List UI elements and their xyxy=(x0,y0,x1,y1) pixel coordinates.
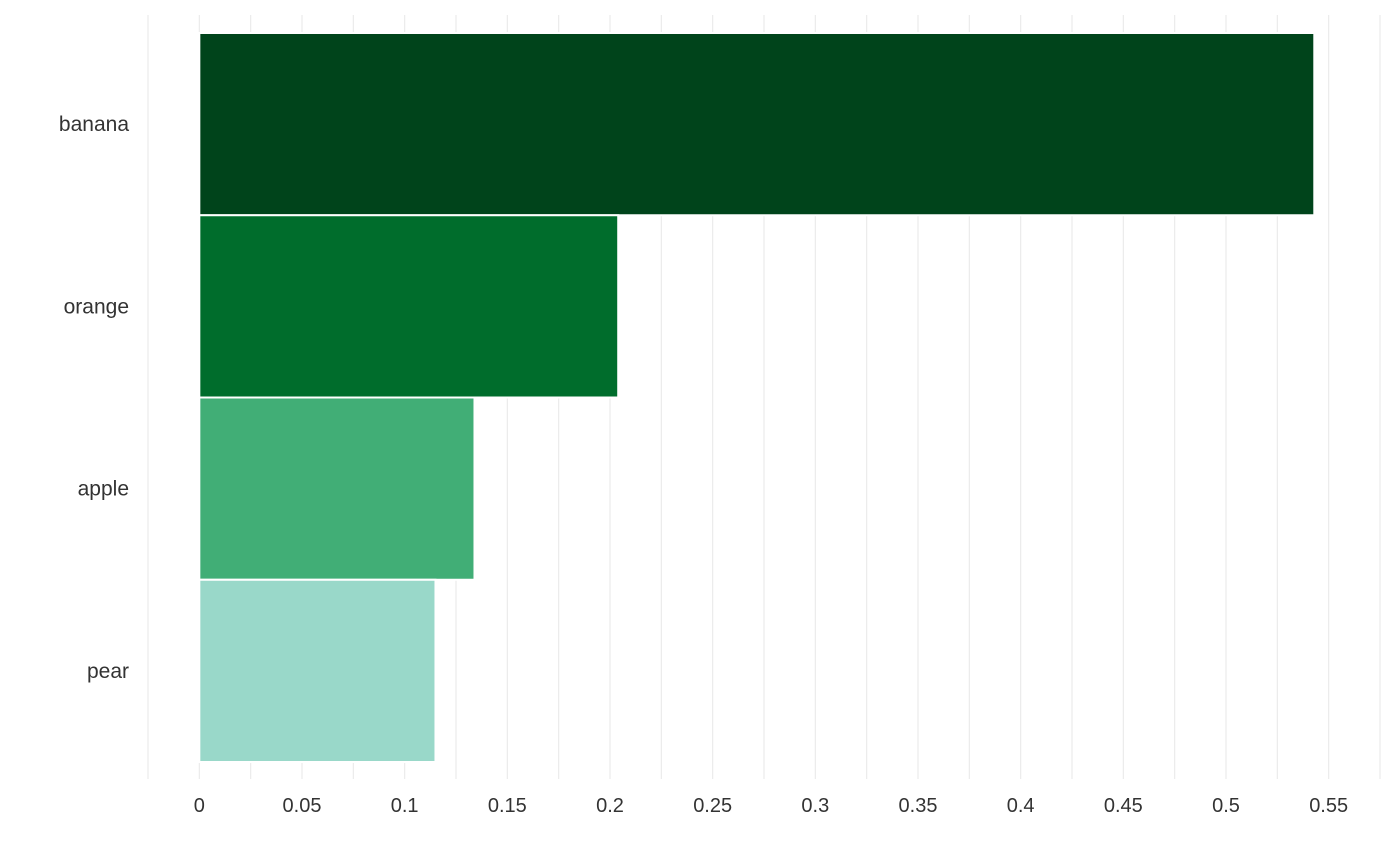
y-category-label: banana xyxy=(59,113,129,136)
x-tick-label: 0.55 xyxy=(1309,795,1348,817)
bar-banana xyxy=(198,32,1316,217)
x-tick-label: 0.1 xyxy=(391,795,419,817)
y-category-label: apple xyxy=(78,478,129,501)
x-axis-labels: 0 0.05 0.1 0.15 0.2 0.25 0.3 0.35 0.4 0.45 0.5 0.55 xyxy=(194,795,1348,817)
x-tick-label: 0.4 xyxy=(1007,795,1035,817)
x-tick-label: 0.3 xyxy=(801,795,829,817)
bar-pear xyxy=(198,578,437,763)
x-tick-label: 0 xyxy=(194,795,205,817)
x-tick-label: 0.5 xyxy=(1212,795,1240,817)
bar-apple xyxy=(198,396,476,581)
y-axis-labels: banana orange apple pear xyxy=(59,113,129,683)
y-category-label: orange xyxy=(64,295,129,318)
x-tick-label: 0.2 xyxy=(596,795,624,817)
x-tick-label: 0.05 xyxy=(283,795,322,817)
x-tick-label: 0.15 xyxy=(488,795,527,817)
bar-layer xyxy=(198,32,1316,763)
x-tick-label: 0.35 xyxy=(899,795,938,817)
y-category-label: pear xyxy=(87,660,129,683)
x-tick-label: 0.45 xyxy=(1104,795,1143,817)
x-tick-label: 0.25 xyxy=(693,795,732,817)
bar-orange xyxy=(198,214,620,399)
